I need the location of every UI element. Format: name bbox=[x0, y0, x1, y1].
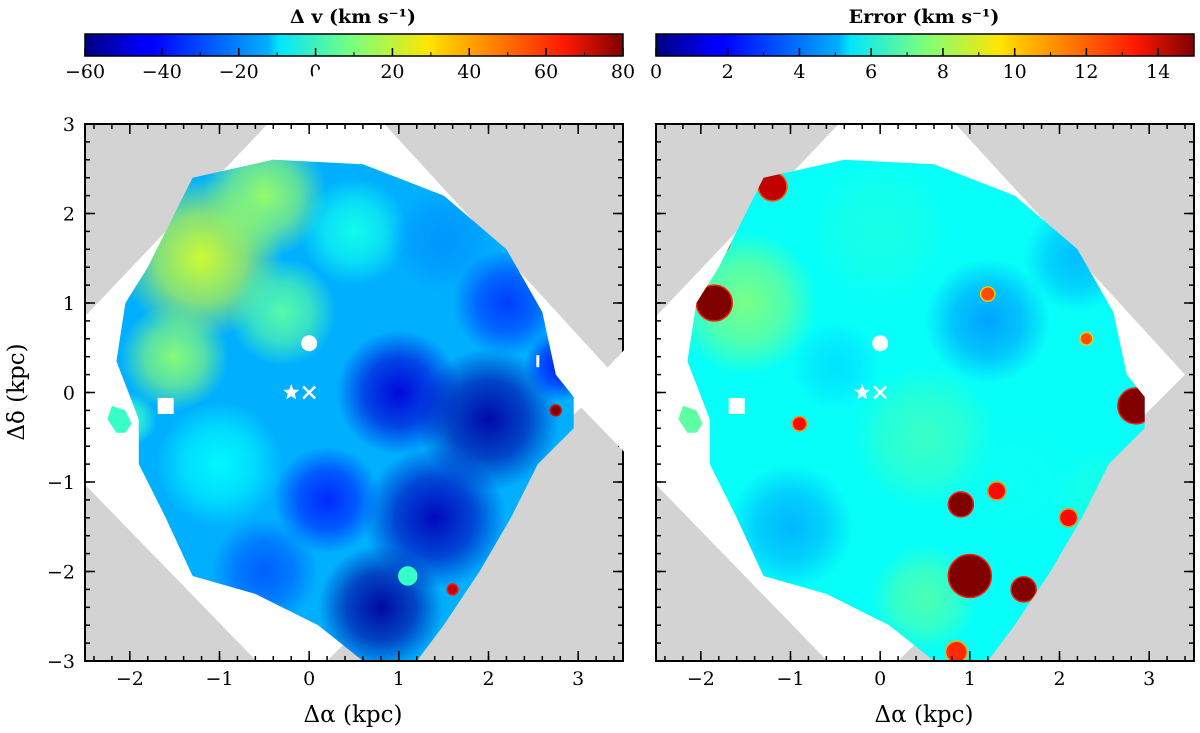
y-tick-label: 3 bbox=[63, 114, 75, 136]
cross-marker bbox=[873, 385, 888, 400]
right-xlabel: Δα (kpc) bbox=[875, 702, 974, 728]
hotspot bbox=[791, 415, 808, 432]
y-tick-label: 1 bbox=[63, 293, 75, 315]
y-tick-label: 2 bbox=[63, 204, 75, 226]
hotspot bbox=[446, 583, 459, 596]
field-blob bbox=[228, 258, 337, 366]
field-blob bbox=[273, 446, 381, 554]
right-plot: −2 −1 0 1 2 3 bbox=[575, 61, 1195, 697]
star-marker bbox=[283, 384, 300, 400]
y-tick-label: −3 bbox=[47, 651, 75, 673]
x-tick-label: −1 bbox=[205, 668, 233, 690]
x-tick-label: 2 bbox=[1053, 668, 1065, 690]
colorbar-tick-label: 60 bbox=[534, 61, 558, 83]
right-markers bbox=[728, 335, 889, 414]
right-colorbar-title: Error (km s⁻¹) bbox=[849, 6, 1000, 28]
left-ylabel: Δδ (kpc) bbox=[4, 343, 30, 440]
x-tick-label: 3 bbox=[1143, 668, 1155, 690]
hotspot bbox=[947, 553, 993, 599]
colorbar-tick-label: 14 bbox=[1146, 61, 1170, 83]
hotspot bbox=[1010, 576, 1037, 603]
field-blob bbox=[925, 258, 1051, 384]
colorbar-tick-label: 12 bbox=[1074, 61, 1098, 83]
field-blob bbox=[951, 419, 1078, 545]
y-tick-label: 0 bbox=[63, 383, 75, 405]
left-hotspots bbox=[398, 404, 562, 596]
colorbar-tick-label: −60 bbox=[65, 61, 105, 83]
tick-marker bbox=[536, 355, 540, 368]
square-marker bbox=[157, 397, 174, 414]
hotspot bbox=[1079, 331, 1094, 346]
x-tick-label: −1 bbox=[776, 668, 804, 690]
field-blob bbox=[808, 159, 952, 303]
circle-marker bbox=[872, 335, 889, 352]
hotspot bbox=[944, 640, 968, 662]
cross-marker bbox=[302, 385, 317, 400]
left-markers bbox=[157, 335, 540, 414]
colorbar-tick-label: 40 bbox=[457, 61, 481, 83]
colorbar-tick-label: −20 bbox=[219, 61, 259, 83]
colorbar-tick-label: 10 bbox=[1003, 61, 1027, 83]
right-panel: Error (km s⁻¹) 0 2 4 6 8 10 12 14 −2 −1 0 1 2 3 Δα (… bbox=[575, 6, 1195, 728]
left-xlabel: Δα (kpc) bbox=[304, 702, 403, 728]
left-colorbar-title: Δ v (km s⁻¹) bbox=[290, 6, 416, 28]
circle-marker bbox=[301, 335, 318, 352]
field-blob bbox=[300, 177, 408, 286]
x-tick-label: −2 bbox=[116, 668, 144, 690]
hotspot bbox=[947, 491, 975, 518]
hotspot bbox=[398, 566, 418, 586]
field-blob bbox=[727, 464, 854, 590]
hotspot bbox=[979, 286, 996, 302]
right-colorbar-ticks: 0 2 4 6 8 10 12 14 bbox=[650, 48, 1195, 83]
left-plot: −2 −1 0 1 2 3 −3 −2 −1 0 1 2 3 bbox=[4, 61, 624, 697]
colorbar-tick-label: −40 bbox=[142, 61, 182, 83]
colorbar-tick-label: 0 bbox=[650, 61, 662, 83]
hotspot bbox=[987, 481, 1007, 501]
right-error-field bbox=[687, 159, 1145, 653]
field-blob bbox=[790, 320, 881, 411]
right-axis-ticks: −2 −1 0 1 2 3 bbox=[656, 123, 1194, 690]
y-tick-label: −2 bbox=[47, 562, 75, 584]
square-marker bbox=[728, 397, 745, 414]
field-blob bbox=[156, 401, 283, 527]
x-tick-label: 1 bbox=[393, 668, 405, 690]
x-tick-label: 0 bbox=[303, 668, 315, 690]
left-panel: Δ v (km s⁻¹) −60 −40 −20 0 20 40 60 80 −2 −1 0 1 2 3… bbox=[4, 6, 635, 728]
left-colorbar-ticks: −60 −40 −20 0 20 40 60 80 bbox=[65, 48, 635, 83]
colorbar-tick-label: 20 bbox=[380, 61, 404, 83]
y-tick-label: −1 bbox=[47, 472, 75, 494]
right-colorbar bbox=[655, 33, 1195, 57]
colorbar-tick-label: 6 bbox=[865, 61, 877, 83]
colorbar-tick-label: 80 bbox=[611, 61, 635, 83]
hotspot bbox=[549, 404, 562, 417]
colorbar-tick-label: 8 bbox=[937, 61, 949, 83]
hotspot bbox=[1058, 508, 1079, 528]
x-tick-label: 3 bbox=[572, 668, 584, 690]
x-tick-label: −2 bbox=[687, 668, 715, 690]
star-marker bbox=[854, 384, 871, 400]
x-tick-label: 0 bbox=[874, 668, 886, 690]
field-blob bbox=[120, 303, 229, 411]
x-tick-label: 1 bbox=[964, 668, 976, 690]
colorbar-tick-label: 2 bbox=[722, 61, 734, 83]
x-tick-label: 2 bbox=[482, 668, 494, 690]
colorbar-tick-label: 4 bbox=[793, 61, 805, 83]
